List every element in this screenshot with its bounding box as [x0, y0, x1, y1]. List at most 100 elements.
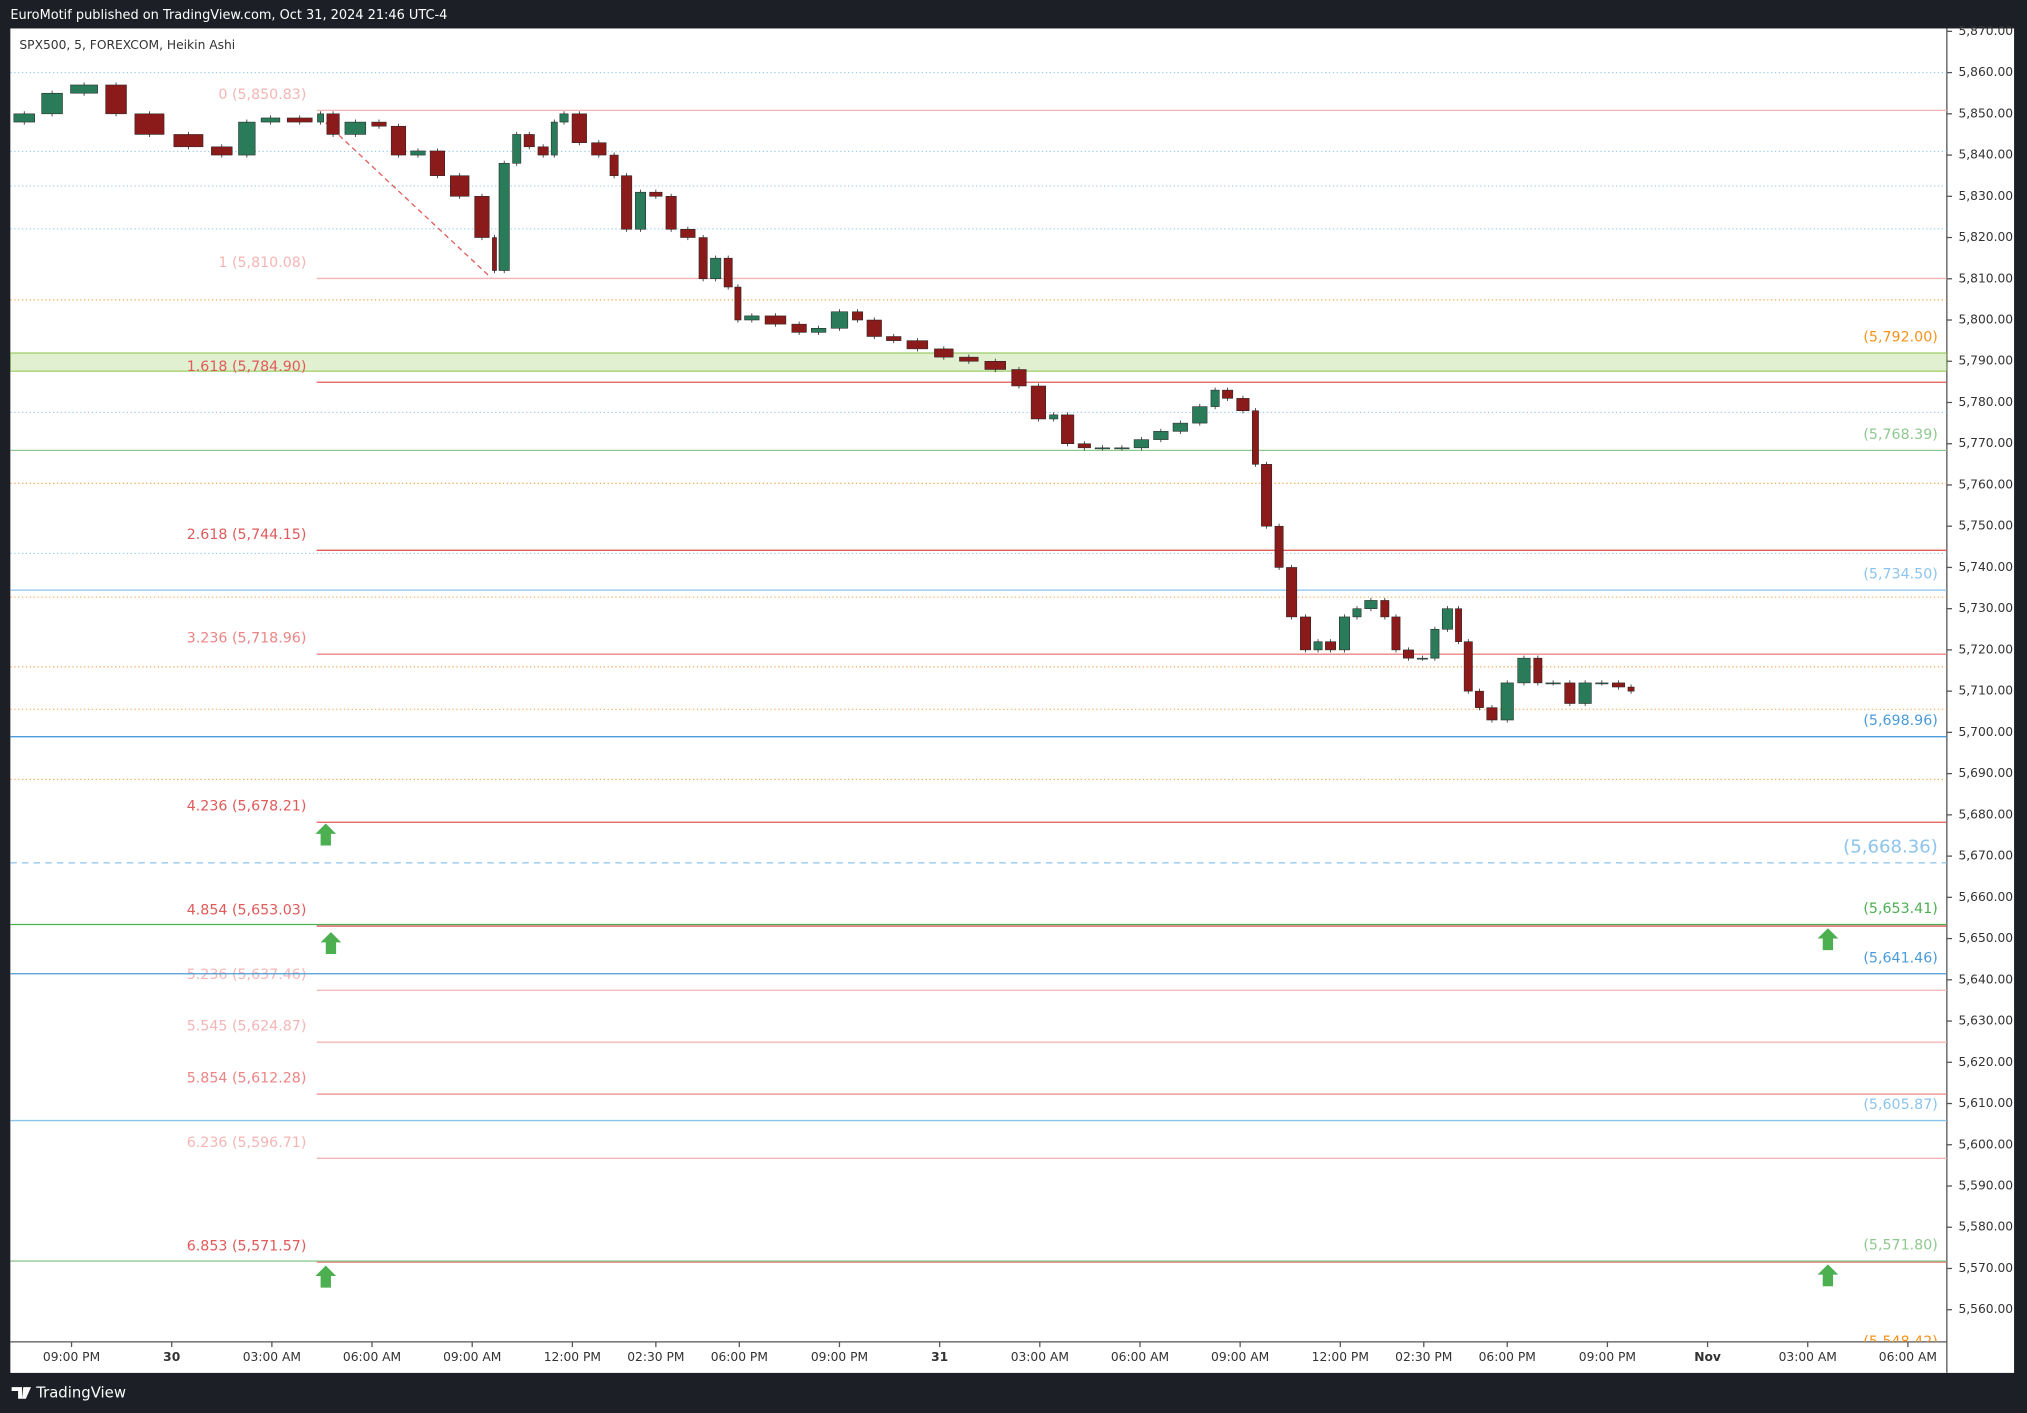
y-tick-label: 5,630.00 — [1958, 1014, 2013, 1028]
candle — [559, 113, 569, 123]
y-tick-label: 5,730.00 — [1958, 601, 2013, 615]
candle — [906, 340, 929, 350]
candle — [1030, 385, 1046, 420]
candle — [1500, 682, 1514, 721]
candle — [173, 134, 204, 148]
candle — [1533, 657, 1543, 684]
candle — [1286, 567, 1298, 618]
candle — [852, 311, 864, 321]
candle — [450, 175, 470, 197]
candle — [635, 191, 647, 230]
x-tick-label: 06:00 PM — [1479, 1350, 1536, 1364]
fib-label: 0 (5,850.83) — [218, 87, 306, 103]
candle — [886, 336, 902, 341]
candle — [1325, 641, 1337, 651]
candle — [984, 360, 1006, 370]
y-tick-label: 5,570.00 — [1958, 1261, 2013, 1275]
candle — [550, 121, 558, 156]
candle — [698, 237, 708, 280]
fib-label: 5.854 (5,612.28) — [187, 1071, 307, 1087]
x-tick-label: 09:00 AM — [1211, 1350, 1269, 1364]
candle — [1261, 464, 1273, 527]
candle — [371, 121, 387, 127]
price-line-label: (5,698.96) — [1863, 713, 1937, 729]
up-arrow — [320, 932, 342, 955]
x-tick-label: 06:00 AM — [343, 1350, 401, 1364]
x-tick-label: 09:00 PM — [43, 1350, 100, 1364]
symbol-info: SPX500, 5, FOREXCOM, Heikin Ashi — [19, 38, 235, 52]
price-line-label: (5,768.39) — [1863, 427, 1937, 443]
y-tick-label: 5,660.00 — [1958, 890, 2013, 904]
x-tick-label: 31 — [931, 1350, 948, 1364]
y-tick-label: 5,740.00 — [1958, 560, 2013, 574]
candle — [1627, 686, 1635, 692]
candle — [1364, 600, 1378, 609]
y-tick-label: 5,680.00 — [1958, 807, 2013, 821]
y-tick-label: 5,650.00 — [1958, 931, 2013, 945]
candle — [286, 117, 313, 123]
y-tick-label: 5,700.00 — [1958, 725, 2013, 739]
candle — [390, 125, 407, 156]
price-line-label: (5,571.80) — [1863, 1238, 1937, 1254]
candle — [238, 121, 256, 156]
fib-label: 1 (5,810.08) — [218, 255, 306, 271]
y-tick-label: 5,790.00 — [1958, 354, 2013, 368]
candle — [1578, 682, 1592, 704]
y-tick-label: 5,780.00 — [1958, 395, 2013, 409]
price-line-label: (5,548.42) — [1863, 1334, 1937, 1350]
candle — [1352, 608, 1362, 618]
candle — [609, 154, 619, 176]
y-tick-label: 5,770.00 — [1958, 436, 2013, 450]
candle — [866, 319, 882, 337]
candle — [1077, 443, 1091, 449]
x-tick-label: 03:00 AM — [1011, 1350, 1069, 1364]
candle — [571, 113, 587, 143]
fib-anchor-line — [325, 122, 492, 279]
candle — [1564, 682, 1576, 704]
x-tick-label: Nov — [1694, 1350, 1721, 1364]
y-tick-label: 5,560.00 — [1958, 1302, 2013, 1316]
candle — [1430, 629, 1440, 659]
y-tick-label: 5,850.00 — [1958, 106, 2013, 120]
y-tick-label: 5,820.00 — [1958, 230, 2013, 244]
x-tick-label: 09:00 AM — [443, 1350, 501, 1364]
candle — [344, 121, 367, 135]
candle — [134, 113, 165, 135]
x-tick-label: 03:00 AM — [243, 1350, 301, 1364]
candle — [326, 113, 340, 135]
x-tick-label: 03:00 AM — [1779, 1350, 1837, 1364]
y-tick-label: 5,750.00 — [1958, 519, 2013, 533]
candle — [1338, 616, 1350, 651]
x-tick-label: 06:00 AM — [1879, 1350, 1937, 1364]
zone — [10, 352, 1947, 372]
y-tick-label: 5,860.00 — [1958, 65, 2013, 79]
x-tick-label: 12:00 PM — [1312, 1350, 1369, 1364]
candle — [41, 92, 63, 115]
plot: 0 (5,850.83) 1 (5,810.08) 1.618 (5,784.90)… — [10, 72, 1947, 1350]
price-line-label: (5,653.41) — [1863, 901, 1937, 917]
y-tick-label: 5,640.00 — [1958, 972, 2013, 986]
candle — [1545, 682, 1561, 685]
candle — [474, 196, 490, 238]
candle — [512, 134, 522, 164]
y-tick-label: 5,610.00 — [1958, 1096, 2013, 1110]
tv-logo — [11, 1387, 32, 1399]
candle — [791, 323, 807, 333]
price-line-label: (5,668.36) — [1843, 836, 1938, 857]
x-tick-label: 12:00 PM — [544, 1350, 601, 1364]
up-arrow — [1817, 928, 1839, 951]
y-tick-label: 5,620.00 — [1958, 1055, 2013, 1069]
candle — [1049, 414, 1059, 420]
x-tick-label: 06:00 AM — [1111, 1350, 1169, 1364]
candle — [1300, 616, 1311, 651]
candle — [1313, 641, 1323, 651]
candle — [1455, 608, 1462, 642]
y-tick-label: 5,720.00 — [1958, 642, 2013, 656]
candle — [734, 286, 742, 321]
y-tick-label: 5,600.00 — [1958, 1137, 2013, 1151]
candle — [429, 150, 445, 176]
candle — [649, 191, 663, 197]
candle — [1474, 690, 1484, 708]
fib-label: 5.236 (5,637.46) — [187, 967, 307, 983]
